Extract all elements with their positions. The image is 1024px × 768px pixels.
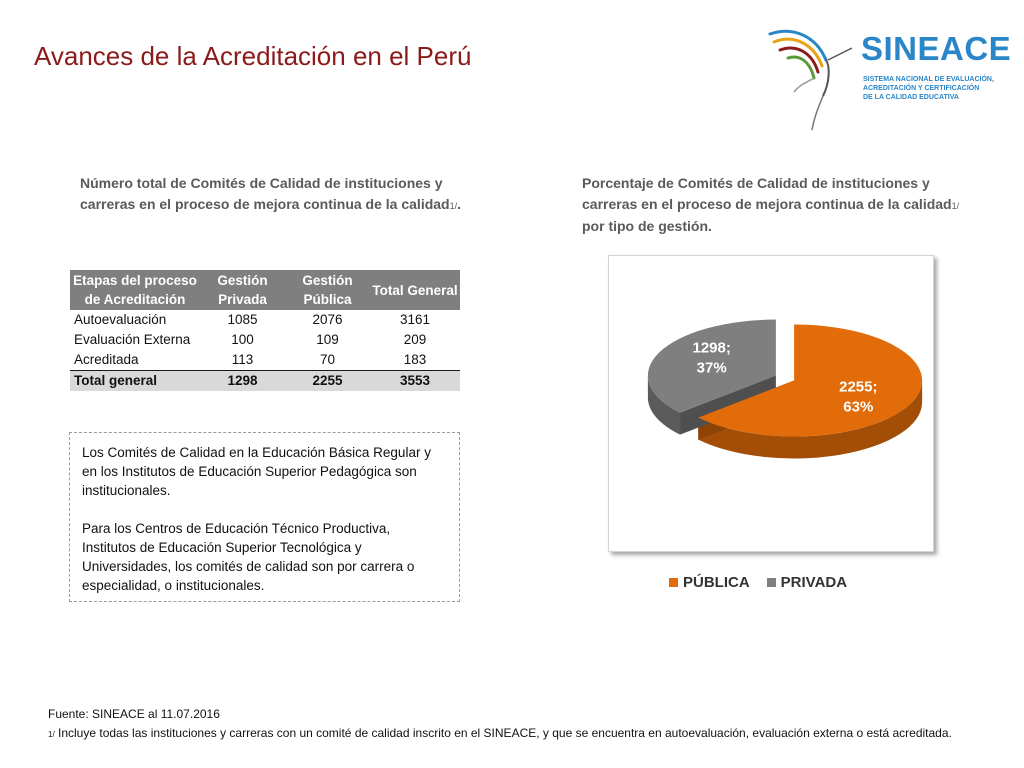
note-box: Los Comités de Calidad en la Educación B… <box>69 432 460 602</box>
pie-data-label-line: 63% <box>843 399 873 416</box>
table-heading: Número total de Comités de Calidad de in… <box>80 173 470 216</box>
table-cell: 2076 <box>285 310 370 330</box>
hummingbird-logo-icon <box>768 29 853 131</box>
legend-label: PÚBLICA <box>683 574 750 591</box>
column-header: Gestión Pública <box>285 270 370 310</box>
pie-data-label-line: 2255; <box>839 379 877 396</box>
table-cell: 3161 <box>399 312 431 327</box>
logo-wordmark: SINEACE <box>861 30 1012 67</box>
pie-data-label-line: 1298; <box>693 339 731 356</box>
pie-slice-wall-1 <box>647 375 681 435</box>
legend-item-privada: PRIVADA <box>766 574 848 591</box>
table-cell: 113 <box>231 352 254 367</box>
logo-subtitle: SISTEMA NACIONAL DE EVALUACIÓN, ACREDITA… <box>863 75 1003 102</box>
table-cell: 2255 <box>285 370 370 391</box>
pie-data-label: 1298; 37% <box>693 339 731 376</box>
footnote-marker: 1/ <box>951 200 960 211</box>
table-cell: 1298 <box>200 370 285 391</box>
table-heading-end: . <box>457 195 461 212</box>
pie-slice-wall-0 <box>698 380 923 459</box>
footnote-marker: 1/ <box>48 730 55 739</box>
column-header: Etapas del proceso de Acreditación <box>70 270 200 310</box>
legend-item-publica: PÚBLICA <box>669 574 750 591</box>
column-header: Gestión Privada <box>200 270 285 310</box>
table-row: Autoevaluación 1085 2076 3161 <box>70 310 460 330</box>
legend-label: PRIVADA <box>780 574 848 591</box>
sineace-logo: SINEACE SISTEMA NACIONAL DE EVALUACIÓN, … <box>768 22 1011 132</box>
pie-chart-frame: 2255; 63% 1298; 37% <box>608 255 934 552</box>
table-cell: Acreditada <box>74 352 139 367</box>
table-cell: 3553 <box>370 370 460 391</box>
table-header-row: Etapas del proceso de Acreditación Gesti… <box>70 270 460 310</box>
page-title: Avances de la Acreditación en el Perú <box>34 41 472 71</box>
legend-swatch <box>669 578 678 587</box>
table-cell: Autoevaluación <box>74 312 167 327</box>
footer-note: 1/ Incluye todas las instituciones y car… <box>48 724 988 744</box>
table-heading-text: Número total de Comités de Calidad de in… <box>80 175 450 212</box>
table-cell: 183 <box>403 352 427 367</box>
pie-slice-privada <box>647 319 776 413</box>
chart-legend: PÚBLICA PRIVADA <box>669 574 847 591</box>
note-paragraph: Los Comités de Calidad en la Educación B… <box>82 445 431 498</box>
chart-heading-end: por tipo de gestión. <box>582 218 712 234</box>
table-cell: Total general <box>70 370 200 391</box>
table-cell: 100 <box>231 332 254 347</box>
table-cell: 109 <box>285 330 370 350</box>
chart-heading-text: Porcentaje de Comités de Calidad de inst… <box>582 175 952 212</box>
table-total-row: Total general 1298 2255 3553 <box>70 370 460 391</box>
committees-table: Etapas del proceso de Acreditación Gesti… <box>70 270 460 391</box>
column-header: Total General <box>370 270 460 310</box>
table-row: Evaluación Externa 100 109 209 <box>70 330 460 350</box>
chart-heading: Porcentaje de Comités de Calidad de inst… <box>582 173 972 237</box>
pie-data-label: 2255; 63% <box>839 379 877 416</box>
note-paragraph: Para los Centros de Educación Técnico Pr… <box>82 521 415 593</box>
pie-slice-pública <box>698 324 923 437</box>
table-cell: 70 <box>285 350 370 371</box>
footer-note-text: Incluye todas las instituciones y carrer… <box>54 726 952 740</box>
logo-subtitle-line: ACREDITACIÓN Y CERTIFICACIÓN <box>863 85 980 92</box>
pie-data-label-line: 37% <box>697 359 727 376</box>
table-cell: Evaluación Externa <box>74 332 191 347</box>
logo-subtitle-line: DE LA CALIDAD EDUCATIVA <box>863 94 959 101</box>
footnote-marker: 1/ <box>449 200 458 211</box>
footer-source: Fuente: SINEACE al 11.07.2016 <box>48 707 220 721</box>
table-cell: 209 <box>403 332 427 347</box>
table-cell: 1085 <box>227 312 258 327</box>
pie-chart: 2255; 63% 1298; 37% <box>647 319 923 459</box>
legend-swatch <box>766 578 776 587</box>
table-row: Acreditada 113 70 183 <box>70 350 460 371</box>
logo-subtitle-line: SISTEMA NACIONAL DE EVALUACIÓN, <box>863 76 994 83</box>
